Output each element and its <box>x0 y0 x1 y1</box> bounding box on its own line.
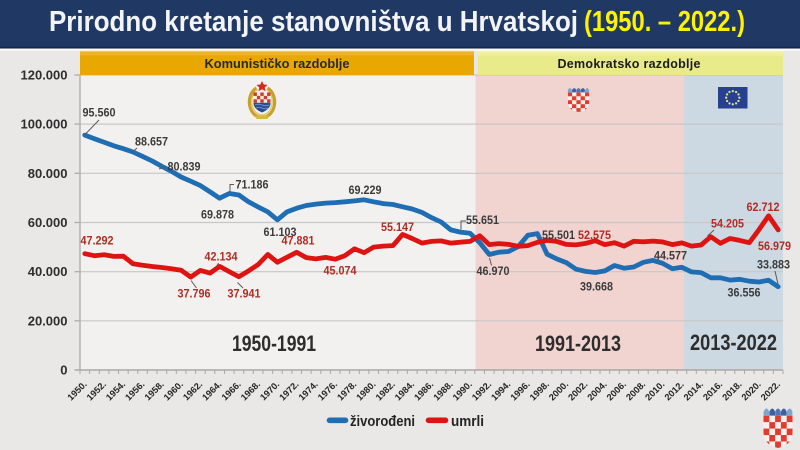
svg-text:120.000: 120.000 <box>21 68 68 83</box>
svg-text:55.651: 55.651 <box>466 213 499 227</box>
svg-text:Demokratsko razdoblje: Demokratsko razdoblje <box>558 57 701 71</box>
svg-text:2013-2022: 2013-2022 <box>690 330 777 355</box>
svg-text:95.560: 95.560 <box>83 106 116 120</box>
svg-text:69.878: 69.878 <box>201 208 234 222</box>
svg-text:1991-2013: 1991-2013 <box>535 331 621 356</box>
svg-text:0: 0 <box>60 363 67 378</box>
svg-text:62.712: 62.712 <box>747 200 780 214</box>
svg-text:71.186: 71.186 <box>236 178 269 192</box>
svg-text:37.941: 37.941 <box>228 287 261 301</box>
svg-text:52.575: 52.575 <box>578 228 611 242</box>
svg-text:61.103: 61.103 <box>264 225 297 239</box>
svg-text:47.292: 47.292 <box>81 234 114 248</box>
svg-text:54.205: 54.205 <box>711 217 744 231</box>
svg-text:42.134: 42.134 <box>205 250 238 264</box>
svg-text:1950-1991: 1950-1991 <box>232 331 316 356</box>
svg-text:55.501: 55.501 <box>542 228 575 242</box>
svg-text:37.796: 37.796 <box>178 287 211 301</box>
svg-text:80.000: 80.000 <box>28 166 68 181</box>
svg-text:100.000: 100.000 <box>21 117 68 132</box>
svg-text:umrli: umrli <box>451 414 484 430</box>
svg-text:46.970: 46.970 <box>477 264 510 278</box>
svg-text:39.668: 39.668 <box>580 280 613 294</box>
svg-text:20.000: 20.000 <box>28 313 68 328</box>
svg-text:živorođeni: živorođeni <box>350 414 415 430</box>
svg-text:60.000: 60.000 <box>28 215 68 230</box>
svg-text:55.147: 55.147 <box>381 220 414 234</box>
svg-text:40.000: 40.000 <box>28 264 68 279</box>
svg-text:69.229: 69.229 <box>349 183 382 197</box>
svg-text:44.577: 44.577 <box>654 249 687 263</box>
svg-text:(1950. – 2022.): (1950. – 2022.) <box>584 6 745 38</box>
svg-text:Prirodno kretanje stanovništva: Prirodno kretanje stanovništva u Hrvatsk… <box>49 6 578 38</box>
svg-text:80.839: 80.839 <box>168 160 201 174</box>
svg-text:36.556: 36.556 <box>728 286 761 300</box>
svg-text:Komunističko razdoblje: Komunističko razdoblje <box>205 56 350 71</box>
svg-text:33.883: 33.883 <box>757 258 790 272</box>
svg-text:45.074: 45.074 <box>324 264 357 278</box>
svg-text:88.657: 88.657 <box>135 135 168 149</box>
svg-text:56.979: 56.979 <box>758 239 791 253</box>
svg-text:47.881: 47.881 <box>282 234 315 248</box>
